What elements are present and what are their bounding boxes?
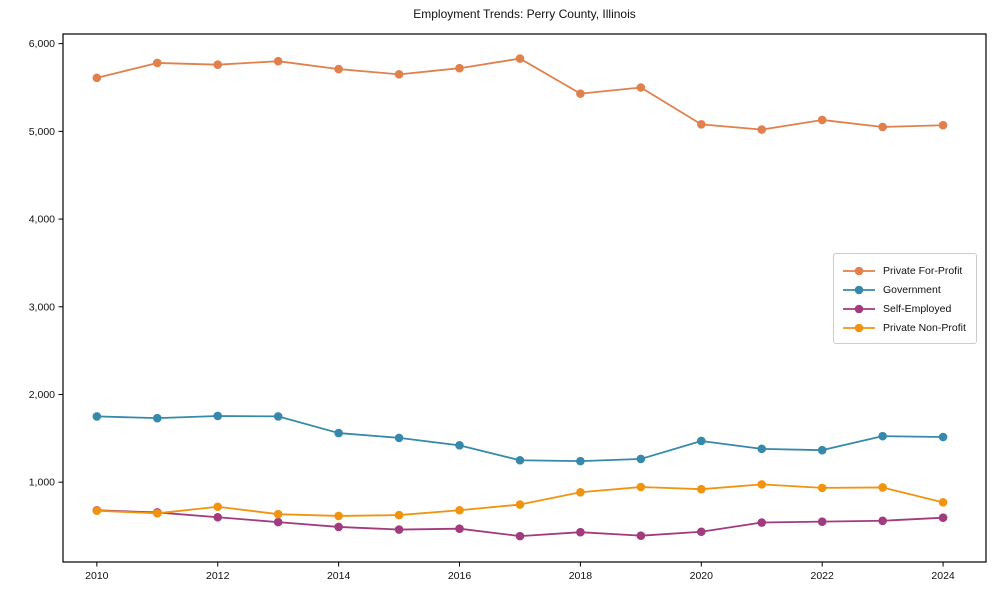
x-tick-label: 2022: [811, 570, 835, 582]
data-point: [878, 122, 887, 132]
data-point: [938, 120, 948, 130]
data-point: [878, 431, 887, 441]
data-point: [394, 70, 404, 79]
data-point: [273, 509, 283, 519]
data-point: [576, 89, 585, 98]
legend-item-self-employed: Self-Employed: [842, 299, 968, 318]
y-tick-label: 4,000: [29, 214, 55, 226]
data-point: [938, 498, 948, 507]
data-point: [394, 525, 404, 534]
legend-item-private-for-profit: Private For-Profit: [842, 261, 968, 280]
data-point: [636, 531, 646, 540]
y-tick-label: 2,000: [29, 389, 55, 401]
data-point: [334, 511, 343, 521]
data-point: [636, 482, 646, 492]
data-point: [817, 517, 827, 526]
data-point: [938, 513, 948, 523]
data-point: [697, 120, 706, 129]
data-point: [213, 512, 223, 522]
legend-marker-icon: [843, 285, 875, 294]
data-point: [697, 436, 706, 446]
data-point: [817, 445, 827, 455]
x-tick-label: 2014: [327, 570, 351, 582]
data-point: [636, 83, 646, 92]
plot-frame: [62, 33, 987, 563]
data-point: [697, 484, 706, 494]
legend-label: Private For-Profit: [883, 264, 963, 277]
x-tick-label: 2018: [569, 570, 593, 582]
x-tick-label: 2020: [690, 570, 714, 582]
series-line-government: [96, 415, 944, 463]
y-tick-label: 5,000: [29, 126, 55, 138]
x-tick-label: 2012: [206, 570, 230, 582]
y-tick-label: 3,000: [29, 301, 55, 313]
data-point: [757, 125, 767, 134]
data-point: [152, 509, 162, 518]
data-point: [455, 505, 464, 515]
data-point: [576, 456, 585, 466]
data-point: [455, 441, 464, 450]
x-tick-label: 2024: [931, 570, 955, 582]
data-point: [334, 522, 343, 532]
y-tick-label: 1,000: [29, 477, 55, 489]
x-tick-label: 2010: [85, 570, 109, 582]
legend-label: Government: [883, 283, 941, 296]
data-point: [757, 518, 767, 527]
data-point: [757, 444, 767, 454]
legend-item-private-non-profit: Private Non-Profit: [842, 318, 968, 337]
series-line-private-for-profit: [96, 57, 944, 131]
data-point: [455, 63, 464, 73]
x-tick-label: 2016: [448, 570, 472, 582]
data-point: [515, 455, 525, 465]
data-point: [817, 483, 827, 493]
legend-label: Self-Employed: [883, 302, 952, 315]
data-point: [213, 502, 223, 512]
legend-label: Private Non-Profit: [883, 321, 966, 334]
data-point: [878, 516, 887, 526]
legend-marker-icon: [843, 304, 875, 313]
data-point: [515, 531, 525, 541]
data-point: [273, 56, 283, 66]
data-point: [878, 483, 887, 492]
data-point: [697, 527, 706, 537]
data-point: [152, 58, 162, 68]
data-point: [576, 487, 585, 497]
data-point: [938, 432, 948, 442]
data-point: [92, 73, 102, 83]
data-point: [455, 524, 464, 533]
legend-item-government: Government: [842, 280, 968, 299]
data-point: [334, 64, 343, 74]
data-point: [92, 506, 102, 515]
data-point: [92, 412, 102, 421]
data-point: [394, 433, 404, 443]
y-tick-label: 6,000: [29, 38, 55, 50]
data-point: [817, 115, 827, 125]
data-point: [152, 413, 162, 423]
data-point: [213, 60, 223, 69]
data-point: [515, 500, 525, 509]
legend: Private For-Profit Government Self-Employe…: [833, 253, 977, 344]
series-line-private-non-profit: [96, 483, 944, 517]
data-point: [213, 411, 223, 421]
data-point: [273, 412, 283, 421]
legend-marker-icon: [843, 266, 875, 275]
data-point: [636, 454, 646, 464]
data-point: [576, 527, 585, 537]
data-point: [757, 480, 767, 489]
data-point: [334, 428, 343, 438]
data-point: [515, 54, 525, 63]
legend-marker-icon: [843, 323, 875, 332]
chart-title: Employment Trends: Perry County, Illinoi…: [413, 7, 636, 21]
data-point: [394, 510, 404, 520]
data-point: [273, 517, 283, 527]
